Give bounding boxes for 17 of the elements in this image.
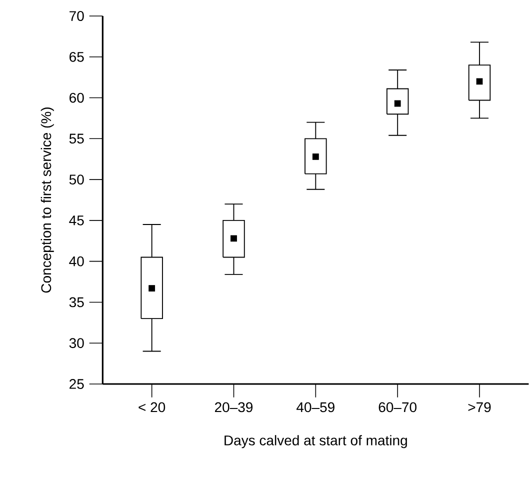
y-tick-label: 30	[69, 338, 84, 348]
y-tick-label: 35	[69, 297, 84, 308]
x-tick-label: 40–59	[296, 402, 334, 412]
y-tick-label: 45	[69, 216, 84, 226]
y-tick-label: 55	[69, 134, 84, 144]
y-tick-label: 60	[70, 92, 84, 103]
x-axis-title: Days calved at start of mating	[224, 435, 407, 448]
y-tick-label: 70	[70, 11, 84, 21]
y-tick-label: 25	[70, 379, 84, 389]
x-tick-label: >79	[468, 402, 491, 412]
y-tick-label: 50	[69, 174, 84, 185]
x-tick-label: 60–70	[378, 402, 416, 412]
y-tick-label: 65	[70, 52, 84, 62]
y-tick-label: 40	[69, 256, 84, 266]
x-tick-label: 20–39	[214, 402, 253, 412]
x-tick-label: < 20	[138, 402, 166, 412]
y-axis-title: Conception to first service (%)	[40, 108, 54, 293]
